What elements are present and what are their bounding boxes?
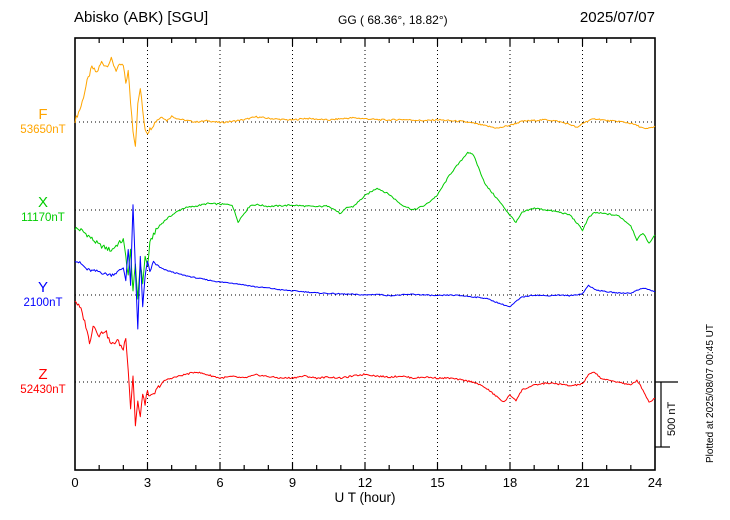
trace-letter-z: Z — [38, 366, 48, 383]
x-tick-label: 18 — [503, 475, 517, 490]
trace-baseline-value-x: 11170nT — [21, 211, 65, 224]
trace-X — [74, 151, 656, 300]
trace-baseline-value-z: 52430nT — [20, 383, 66, 396]
x-tick-label: 21 — [575, 475, 589, 490]
x-tick-label: 3 — [144, 475, 151, 490]
x-tick-label: 24 — [648, 475, 662, 490]
x-tick-label: 6 — [216, 475, 223, 490]
trace-baseline-value-y: 2100nT — [23, 296, 63, 309]
x-tick-label: 15 — [430, 475, 444, 490]
trace-label-y: Y 2100nT — [12, 279, 74, 309]
trace-label-z: Z 52430nT — [12, 366, 74, 396]
trace-Y — [74, 204, 656, 330]
trace-label-x: X 11170nT — [12, 194, 74, 224]
trace-letter-f: F — [38, 106, 48, 123]
trace-letter-x: X — [37, 194, 48, 211]
x-tick-label: 12 — [358, 475, 372, 490]
observation-date: 2025/07/07 — [579, 9, 655, 26]
trace-F — [74, 56, 656, 147]
plotted-at-note: Plotted at 2025/08/07 00:45 UT — [705, 324, 716, 463]
trace-Z — [74, 300, 655, 427]
x-tick-label: 0 — [71, 475, 78, 490]
trace-baseline-value-f: 53650nT — [20, 123, 66, 136]
station-title: Abisko (ABK) [SGU] — [74, 9, 209, 26]
geographic-coordinates: GG ( 68.36°, 18.82°) — [338, 13, 448, 27]
trace-label-f: F 53650nT — [12, 106, 74, 136]
trace-letter-y: Y — [37, 279, 48, 296]
x-tick-label: 9 — [289, 475, 296, 490]
plot-border — [74, 37, 656, 471]
x-axis-label: U T (hour) — [334, 490, 396, 505]
scale-bar-label: 500 nT — [666, 401, 678, 436]
